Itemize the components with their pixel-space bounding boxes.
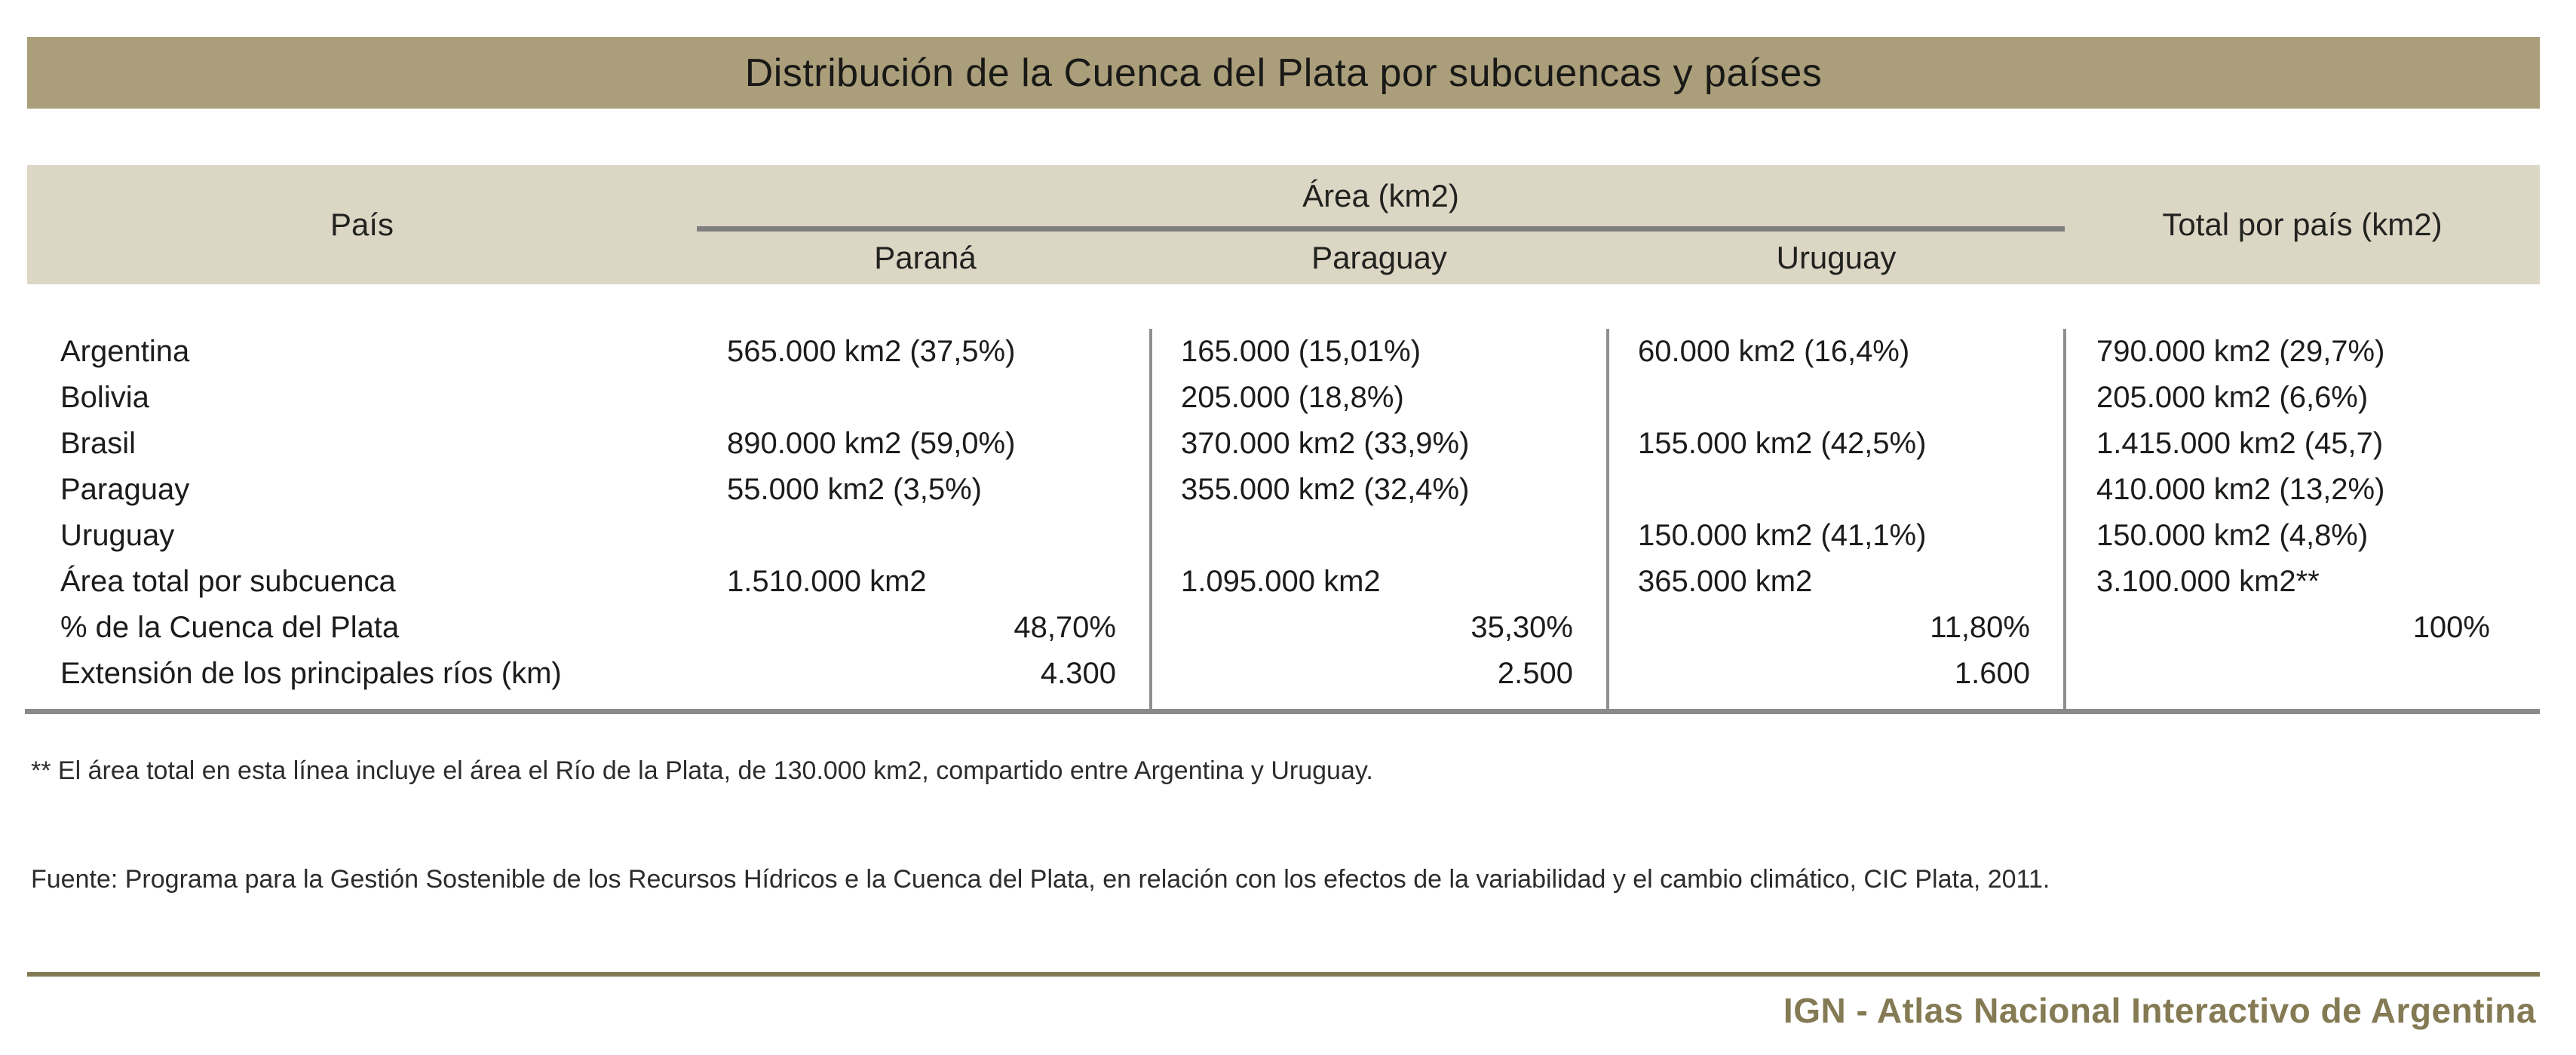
cell-uruguay: 155.000 km2 (42,5%) <box>1638 427 1927 460</box>
column-divider-uruguay-total <box>2063 329 2066 714</box>
cell-total: 790.000 km2 (29,7%) <box>2096 335 2385 368</box>
cell-parana <box>697 513 1151 559</box>
cell-parana: 48,70% <box>1014 611 1116 644</box>
row-label: % de la Cuenca del Plata <box>60 611 400 644</box>
column-header-pais-label: País <box>330 207 394 242</box>
cell-uruguay: 150.000 km2 (41,1%) <box>1638 519 1927 552</box>
cell-paraguay: 165.000 (15,01%) <box>1181 335 1421 368</box>
cell-total: 205.000 km2 (6,6%) <box>2096 381 2369 414</box>
subcolumn-headers: Paraná Paraguay Uruguay <box>697 232 2065 284</box>
cell-parana: 565.000 km2 (37,5%) <box>727 335 1016 368</box>
cell-parana <box>697 375 1151 421</box>
cell-uruguay: 365.000 km2 <box>1638 565 1813 598</box>
cell-uruguay: 60.000 km2 (16,4%) <box>1638 335 1910 368</box>
cell-paraguay: 1.095.000 km2 <box>1181 565 1381 598</box>
row-label: Bolivia <box>60 381 149 414</box>
cell-paraguay <box>1151 513 1608 559</box>
column-divider-paraguay-uruguay <box>1606 329 1609 714</box>
footnote-asterisk: ** El área total en esta línea incluye e… <box>31 756 1373 785</box>
column-header-total-label: Total por país (km2) <box>2162 207 2443 242</box>
table-header: País Área (km2) Paraná Paraguay Uruguay … <box>27 165 2540 284</box>
column-header-total: Total por país (km2) <box>2065 165 2540 284</box>
row-label: Paraguay <box>60 473 190 506</box>
cell-total: 100% <box>2412 611 2490 644</box>
cell-paraguay: 35,30% <box>1470 611 1573 644</box>
column-divider-parana-paraguay <box>1149 329 1152 714</box>
footer-brand: IGN - Atlas Nacional Interactivo de Arge… <box>1783 991 2536 1030</box>
row-label: Argentina <box>60 335 190 368</box>
cell-total: 1.415.000 km2 (45,7) <box>2096 427 2384 460</box>
cell-total: 3.100.000 km2** <box>2096 565 2320 598</box>
cell-paraguay: 205.000 (18,8%) <box>1181 381 1404 414</box>
table-body: Argentina 565.000 km2 (37,5%) 165.000 (1… <box>27 329 2540 697</box>
cell-parana: 4.300 <box>1040 657 1116 690</box>
cell-paraguay: 355.000 km2 (32,4%) <box>1181 473 1470 506</box>
table-bottom-rule <box>25 709 2540 714</box>
cell-paraguay: 2.500 <box>1497 657 1573 690</box>
cell-uruguay: 1.600 <box>1954 657 2030 690</box>
column-header-paraguay: Paraguay <box>1311 240 1447 275</box>
column-header-pais: País <box>27 165 697 284</box>
cell-parana: 1.510.000 km2 <box>727 565 927 598</box>
row-label: Extensión de los principales ríos (km) <box>60 657 562 690</box>
cell-uruguay <box>1608 375 2065 421</box>
row-label: Uruguay <box>60 519 175 552</box>
footnote-source: Fuente: Programa para la Gestión Sosteni… <box>31 865 2050 894</box>
table-title-bar: Distribución de la Cuenca del Plata por … <box>27 37 2540 109</box>
area-group-divider <box>697 226 2065 232</box>
cell-parana: 890.000 km2 (59,0%) <box>727 427 1016 460</box>
column-group-area: Área (km2) Paraná Paraguay Uruguay <box>697 165 2065 284</box>
column-header-uruguay: Uruguay <box>1776 240 1897 275</box>
column-header-parana: Paraná <box>874 240 977 275</box>
cell-uruguay <box>1608 467 2065 513</box>
area-group-text: Área (km2) <box>1302 177 1459 213</box>
footer-rule <box>27 972 2540 977</box>
row-label: Área total por subcuenca <box>60 565 396 598</box>
cell-total <box>2065 651 2540 697</box>
cell-parana: 55.000 km2 (3,5%) <box>727 473 982 506</box>
table-title: Distribución de la Cuenca del Plata por … <box>744 51 1823 95</box>
row-label: Brasil <box>60 427 136 460</box>
column-group-area-label: Área (km2) <box>697 165 2065 226</box>
cell-paraguay: 370.000 km2 (33,9%) <box>1181 427 1470 460</box>
cell-total: 150.000 km2 (4,8%) <box>2096 519 2369 552</box>
cell-total: 410.000 km2 (13,2%) <box>2096 473 2385 506</box>
cell-uruguay: 11,80% <box>1930 611 2030 644</box>
